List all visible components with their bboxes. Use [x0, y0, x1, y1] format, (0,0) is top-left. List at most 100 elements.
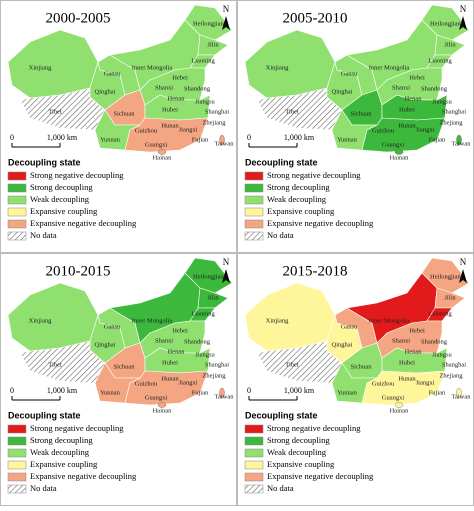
- province-label: Inner Mongolia: [132, 64, 173, 71]
- province-region: [244, 282, 336, 352]
- north-arrow-label: N: [223, 257, 230, 267]
- province-label: Guizhou: [372, 127, 395, 134]
- province-region: [361, 117, 446, 153]
- province-label: Shanxi: [155, 84, 173, 91]
- province-label: Sichuan: [351, 363, 373, 370]
- legend-label: Expansive negative decoupling: [267, 218, 374, 228]
- scale-label: 0: [247, 386, 251, 395]
- legend-label: No data: [267, 483, 294, 493]
- province-label: Taiwan: [451, 140, 471, 147]
- island: [394, 149, 404, 155]
- province-label: Fujian: [192, 389, 209, 396]
- legend-swatch: [7, 195, 27, 205]
- legend-swatch: [7, 183, 27, 193]
- province-label: Hunan: [398, 375, 416, 382]
- legend-label: Expansive coupling: [30, 206, 98, 216]
- province-region: [361, 370, 446, 406]
- province-label: Guangxi: [382, 141, 405, 148]
- province-label: Hainan: [390, 154, 410, 161]
- province-label: Qinghai: [332, 341, 353, 348]
- province-region: [434, 34, 466, 56]
- province-label: Hunan: [161, 375, 179, 382]
- province-label: Shanghai: [442, 108, 466, 115]
- province-label: Liaoning: [191, 57, 215, 64]
- province-label: Yunnan: [337, 389, 358, 396]
- panel-frame: [0, 0, 237, 253]
- legend-label: Strong decoupling: [30, 435, 93, 445]
- scale-label: 1,000 km: [284, 133, 315, 142]
- legend-swatch: [244, 171, 264, 181]
- legend-swatch: [7, 219, 27, 229]
- province-label: Inner Mongolia: [369, 64, 410, 71]
- province-label: Sichuan: [351, 110, 373, 117]
- panel-title: 2000-2005: [46, 10, 111, 26]
- legend-label: Strong decoupling: [30, 182, 93, 192]
- legend-swatch: [7, 207, 27, 217]
- province-label: Jiangsu: [432, 98, 452, 105]
- province-label: Shanxi: [392, 337, 410, 344]
- province-label: Liaoning: [191, 310, 215, 317]
- legend-swatch: [7, 460, 27, 470]
- legend-swatch: [7, 472, 27, 482]
- north-arrow-label: N: [460, 257, 467, 267]
- province-label: Shanghai: [205, 361, 229, 368]
- legend-swatch: [244, 183, 264, 193]
- legend-swatch: [7, 484, 27, 494]
- province-label: Taiwan: [451, 393, 471, 400]
- province-label: Jilin: [444, 41, 456, 48]
- province-label: Gansu: [104, 323, 121, 330]
- province-label: Jiangsu: [195, 98, 215, 105]
- map-panel: 2010-2015 N Xinjiang Tibet Qinghai Gansu Inner…: [0, 253, 237, 506]
- province-label: Inner Mongolia: [369, 317, 410, 324]
- legend-label: Expansive coupling: [267, 459, 335, 469]
- legend-label: Expansive negative decoupling: [267, 471, 374, 481]
- province-label: Qinghai: [95, 341, 116, 348]
- province-label: Guangxi: [145, 394, 168, 401]
- province-label: Yunnan: [100, 136, 121, 143]
- island: [219, 134, 225, 146]
- province-label: Zhejiang: [439, 119, 463, 126]
- province-label: Tibet: [285, 361, 299, 368]
- scale-label: 1,000 km: [47, 386, 78, 395]
- legend-swatch: [244, 195, 264, 205]
- province-label: Tibet: [48, 108, 62, 115]
- legend-swatch: [7, 171, 27, 181]
- province-label: Jilin: [444, 294, 456, 301]
- province-label: Heilongjiang: [430, 273, 465, 280]
- province-label: Fujian: [429, 389, 446, 396]
- province-label: Shandong: [421, 85, 448, 92]
- panel-title: 2005-2010: [283, 10, 348, 26]
- scale-label: 1,000 km: [47, 133, 78, 142]
- province-region: [7, 282, 99, 352]
- legend-label: Weak decoupling: [267, 447, 327, 457]
- north-arrow: [222, 16, 230, 30]
- province-region: [124, 117, 209, 153]
- province-label: Hebei: [409, 327, 425, 334]
- province-region: [434, 287, 466, 309]
- legend-label: No data: [267, 230, 294, 240]
- province-label: Hebei: [172, 327, 188, 334]
- legend-label: Strong negative decoupling: [267, 170, 361, 180]
- province-label: Henan: [405, 95, 423, 102]
- province-label: Liaoning: [428, 57, 452, 64]
- province-region: [124, 370, 209, 406]
- province-label: Yunnan: [337, 136, 358, 143]
- province-label: Hebei: [409, 74, 425, 81]
- province-label: Liaoning: [428, 310, 452, 317]
- province-label: Hunan: [398, 122, 416, 129]
- province-label: Jiangxi: [179, 126, 198, 133]
- island: [456, 387, 462, 399]
- province-label: Hubei: [162, 106, 178, 113]
- panel-title: 2015-2018: [283, 263, 348, 279]
- legend-title: Decoupling state: [245, 157, 318, 167]
- legend-label: Expansive negative decoupling: [30, 218, 137, 228]
- province-label: Guangxi: [145, 141, 168, 148]
- legend-swatch: [7, 424, 27, 434]
- legend-title: Decoupling state: [8, 410, 81, 420]
- legend-swatch: [244, 207, 264, 217]
- province-label: Qinghai: [332, 88, 353, 95]
- legend-swatch: [244, 472, 264, 482]
- province-region: [244, 29, 336, 99]
- map-panel: 2015-2018 N Xinjiang Tibet Qinghai Gansu Inner…: [237, 253, 474, 506]
